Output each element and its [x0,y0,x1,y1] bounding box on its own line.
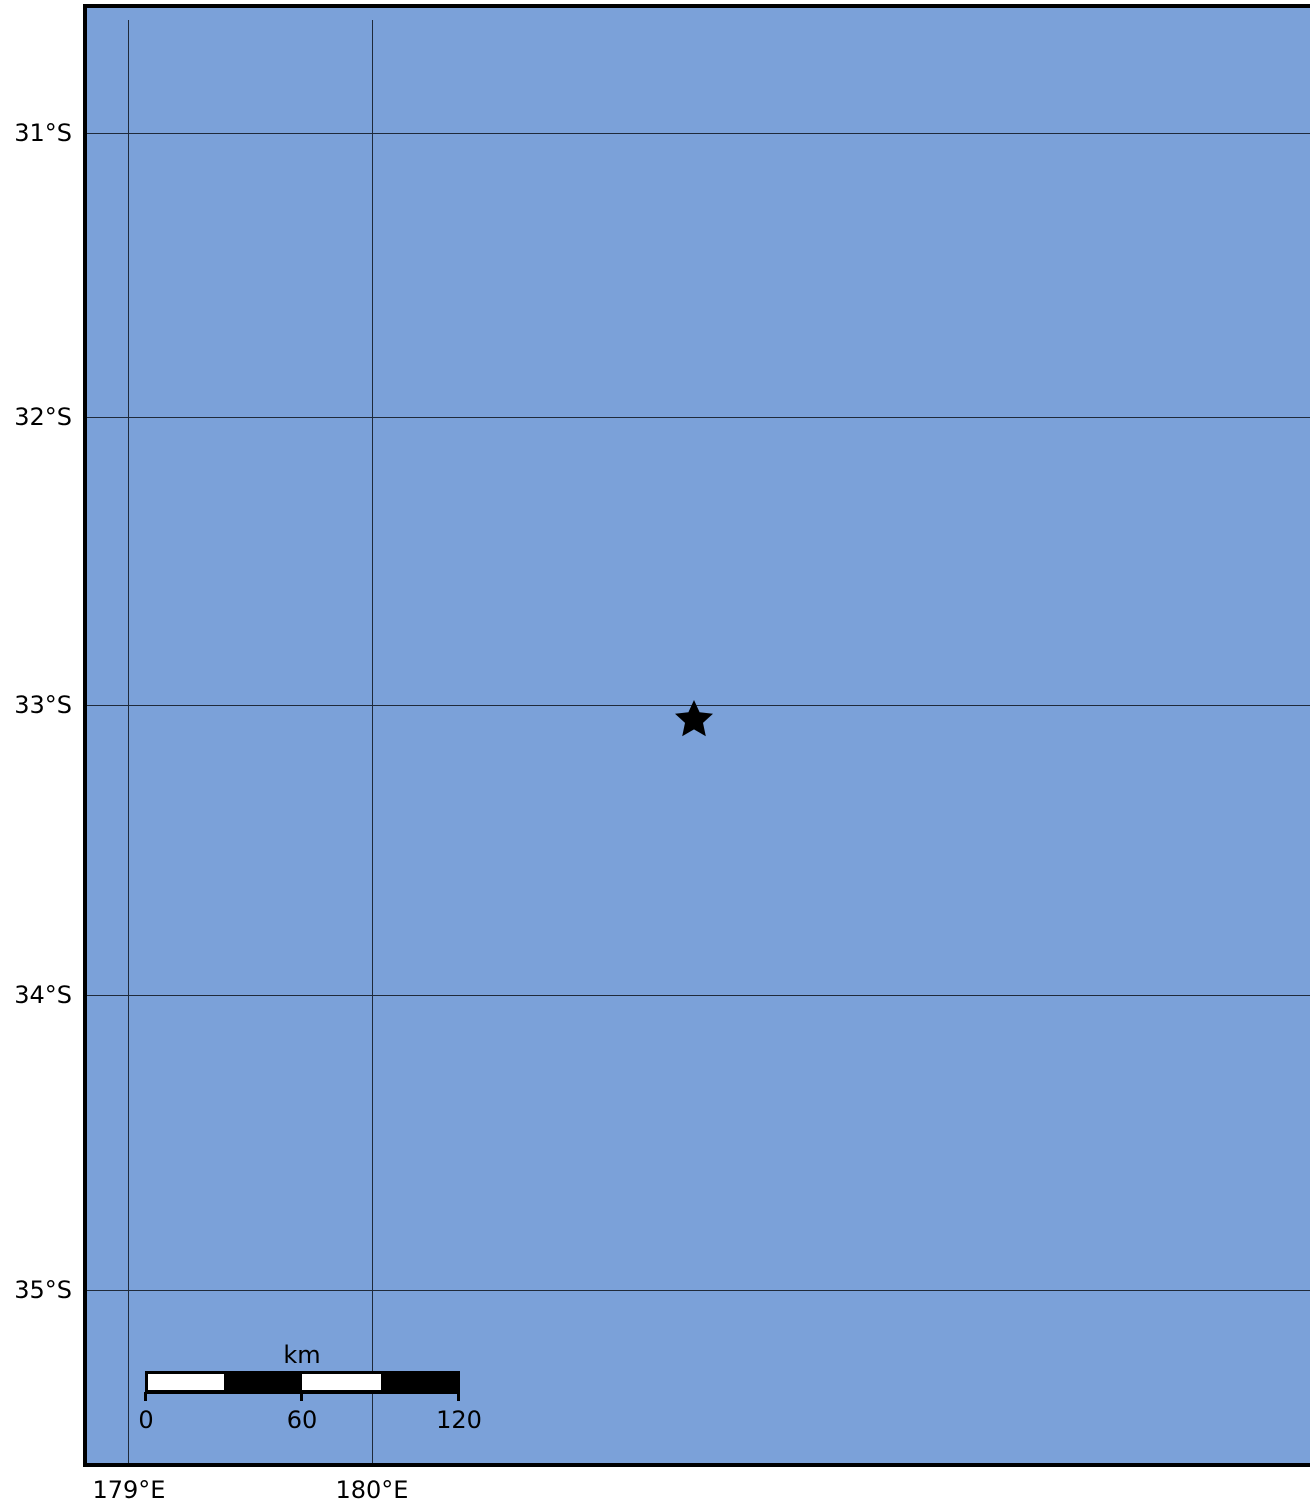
ocean-area [85,6,1310,1465]
scale-tick-60 [300,1392,303,1401]
scale-tick-0 [144,1392,147,1401]
lat-label-32s: 32°S [14,403,72,431]
lat-label-35s: 35°S [14,1276,72,1304]
latitude-labels: 31°S 32°S 33°S 34°S 35°S [14,119,72,1304]
lat-label-33s: 33°S [14,691,72,719]
scale-bar-segment-3 [302,1374,381,1390]
scale-label-60: 60 [287,1406,318,1434]
longitude-labels: 179°E 180°E [93,1476,409,1504]
scale-bar-unit: km [283,1341,320,1369]
scale-label-120: 120 [436,1406,482,1434]
map-frame [83,4,1310,1467]
lat-label-34s: 34°S [14,981,72,1009]
lon-label-180e: 180°E [336,1476,409,1504]
scale-bar: km 0 60 120 [138,1341,482,1434]
star-icon [675,700,713,737]
graticule [85,20,1310,1465]
scale-label-0: 0 [138,1406,153,1434]
scale-bar-segment-1 [148,1374,224,1390]
scale-tick-120 [457,1392,460,1401]
lon-label-179e: 179°E [93,1476,166,1504]
lat-label-31s: 31°S [14,119,72,147]
